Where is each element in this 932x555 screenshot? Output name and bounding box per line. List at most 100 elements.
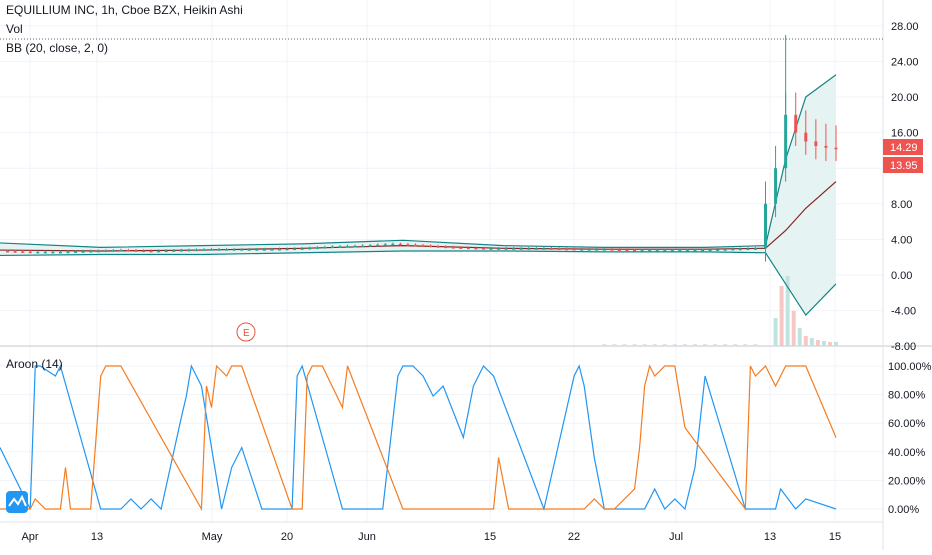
candle-body: [444, 246, 448, 249]
candle-body: [36, 251, 40, 254]
candle-body: [255, 249, 259, 251]
candle-body: [481, 248, 485, 250]
price-tick-label: 28.00: [891, 21, 919, 33]
candle-body: [753, 248, 757, 250]
candle-body: [217, 249, 221, 251]
candle-body: [134, 250, 138, 252]
candle-body: [617, 249, 621, 251]
price-tick-label: 4.00: [891, 234, 912, 246]
candle-body: [595, 249, 599, 251]
candle-body: [28, 251, 32, 254]
candle-body: [240, 249, 244, 251]
time-tick-label: Apr: [21, 531, 38, 543]
bb-upper-line: [0, 74, 837, 249]
candle-body: [497, 248, 501, 250]
candle-body: [474, 247, 478, 250]
volume-bar: [803, 336, 808, 346]
volume-legend[interactable]: Vol: [6, 22, 23, 36]
volume-bar: [642, 344, 647, 346]
aroon-axis[interactable]: 100.00% 80.00% 60.00% 40.00% 20.00% 0.00%: [888, 361, 932, 516]
volume-bar: [821, 341, 826, 346]
candle-body: [542, 248, 546, 250]
prev-price-value: 13.95: [890, 160, 918, 172]
candle-body: [315, 247, 319, 249]
candle-body: [293, 248, 297, 251]
earnings-circle[interactable]: [236, 322, 256, 342]
candle-body: [572, 248, 576, 251]
candle-body: [51, 251, 55, 254]
candle-body: [164, 250, 168, 253]
candle-body: [270, 249, 274, 251]
candle-body: [678, 250, 682, 252]
bb-basis-line: [0, 181, 837, 252]
candle-body: [6, 250, 10, 253]
volume-bar: [827, 342, 832, 346]
candle-body: [285, 248, 289, 251]
candle-body: [383, 244, 387, 246]
volume-bar: [779, 286, 784, 346]
candle-body: [804, 132, 808, 142]
tv-logo[interactable]: [6, 491, 28, 513]
aroon-legend[interactable]: Aroon (14): [6, 357, 63, 371]
candle-body: [708, 249, 712, 252]
candle-body: [824, 145, 828, 148]
candle-body: [126, 250, 130, 252]
candle-body: [534, 248, 538, 250]
candle-body: [21, 251, 25, 253]
aroon-up-line: [0, 364, 837, 512]
candle-body: [738, 248, 742, 251]
candle-body: [610, 249, 614, 251]
candle-body: [413, 244, 417, 247]
volume-bar: [662, 344, 667, 346]
candle-body: [663, 250, 667, 252]
candle-body: [368, 245, 372, 247]
aroon-tick-label: 20.00%: [888, 475, 926, 487]
candle-body: [633, 249, 637, 252]
candle-body: [723, 249, 727, 251]
aroon-down-line: [0, 364, 837, 512]
candle-body: [459, 247, 463, 249]
candle-body: [149, 250, 153, 253]
candle-body: [330, 246, 334, 249]
candlesticks: [6, 35, 838, 262]
candle-body: [104, 250, 108, 253]
candle-body: [731, 248, 735, 251]
price-tick-label: 16.00: [891, 128, 919, 140]
earnings-marker[interactable]: E: [236, 322, 256, 342]
candle-body: [625, 249, 629, 252]
candle-body: [774, 168, 778, 204]
bb-legend[interactable]: BB (20, close, 2, 0): [6, 41, 109, 55]
candle-body: [436, 246, 440, 248]
volume-bar: [743, 344, 748, 346]
candle-body: [232, 249, 236, 251]
candle-body: [391, 243, 395, 246]
volume-bar: [753, 344, 758, 346]
price-tick-label: 0.00: [891, 270, 912, 282]
volume-bar: [632, 344, 637, 346]
chart-title[interactable]: EQUILLIUM INC, 1h, Cboe BZX, Heikin Ashi: [6, 3, 243, 17]
candle-body: [512, 248, 516, 250]
candle-body: [429, 245, 433, 248]
candle-body: [278, 248, 282, 251]
candle-body: [814, 141, 818, 146]
candle-body: [376, 244, 380, 247]
aroon-tick-label: 100.00%: [888, 361, 932, 373]
volume-bar: [612, 344, 617, 346]
candle-body: [225, 249, 229, 251]
candle-body: [262, 249, 266, 251]
volume-bar: [692, 344, 697, 346]
time-axis[interactable]: Apr 13 May 20 Jun 15 22 Jul 13 15: [21, 531, 841, 543]
prev-price-tag: 13.95: [883, 157, 923, 173]
candle-body: [179, 250, 183, 252]
chart-logo-icon: [8, 494, 27, 507]
candle-body: [519, 248, 523, 250]
volume-bar: [723, 344, 728, 346]
candle-body: [74, 251, 78, 253]
candle-body: [421, 245, 425, 247]
earnings-letter: E: [243, 328, 250, 339]
prev-price-tag-bg: [883, 157, 923, 173]
candle-body: [489, 248, 493, 250]
volume-bar: [672, 344, 677, 346]
aroon-tick-label: 60.00%: [888, 418, 926, 430]
candle-body: [549, 248, 553, 250]
